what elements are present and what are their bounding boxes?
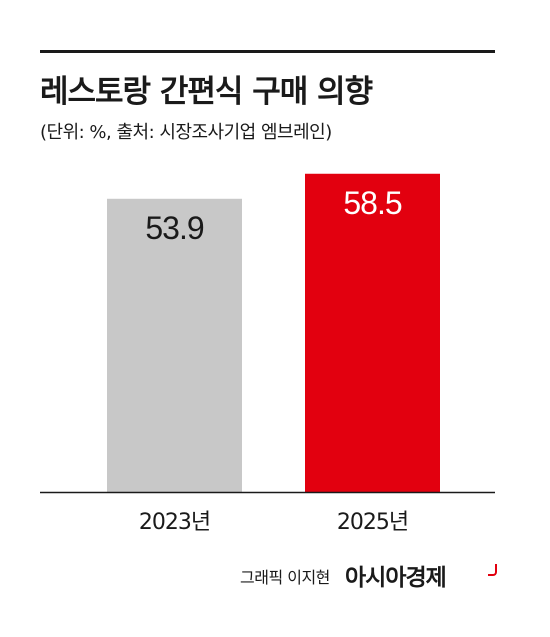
graphic-credit: 그래픽 이지현 [240, 568, 330, 587]
x-tick-label-0: 2023년 [139, 510, 210, 535]
bar-1 [305, 173, 440, 492]
bar-value-label-1: 58.5 [343, 185, 401, 221]
brand-mark-icon [488, 564, 497, 576]
chart-title: 레스토랑 간편식 구매 의향 [40, 74, 373, 110]
bar-0 [107, 198, 242, 492]
chart-subtitle: (단위: %, 출처: 시장조사기업 엠브레인) [40, 122, 332, 143]
bar-value-label-0: 53.9 [145, 210, 203, 246]
brand-logo: 아시아경제 [345, 565, 447, 591]
x-tick-label-1: 2025년 [337, 510, 408, 535]
title-rule [40, 50, 495, 53]
